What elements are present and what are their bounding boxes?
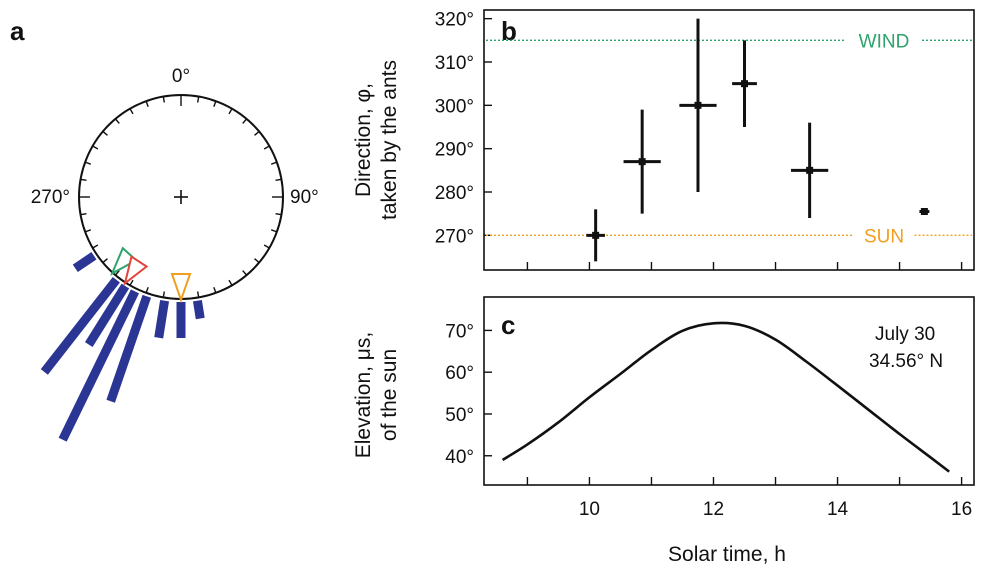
- polar-tick-20: [213, 100, 217, 108]
- point-4: [806, 166, 814, 174]
- polar-tick-280: [80, 178, 87, 182]
- polar-tick-220: [114, 270, 120, 276]
- polar-bar-1: [40, 276, 120, 375]
- polar-bar-3: [58, 289, 140, 442]
- polar-tick-120: [263, 244, 270, 249]
- b-ytick-label-310: 310°: [435, 53, 474, 74]
- polar-tick-40: [242, 118, 248, 124]
- polar-tick-30: [228, 108, 233, 115]
- b-ytick-label-290: 290°: [435, 140, 474, 161]
- polar-tick-marks: [79, 95, 283, 299]
- panel-c-ylabel-line-1: Elevation, μs,: [352, 332, 375, 459]
- polar-bar-7: [192, 300, 205, 320]
- polar-tick-60: [263, 145, 270, 150]
- polar-tick-100: [275, 212, 282, 216]
- polar-tick-290: [84, 161, 92, 165]
- polar-tick-160: [213, 286, 217, 294]
- polar-tick-340: [145, 100, 149, 108]
- point-2: [694, 101, 702, 109]
- panel-b-letter: b: [501, 16, 517, 46]
- c-xtick-label-10: 10: [579, 499, 600, 520]
- polar-tick-130: [254, 258, 260, 264]
- polar-tick-190: [162, 291, 166, 298]
- b-ytick-label-280: 280°: [435, 183, 474, 204]
- panel-c-ylabel-line-2: of the sun: [378, 349, 401, 441]
- polar-tick-330: [129, 108, 134, 115]
- point-5: [920, 208, 928, 215]
- polar-tick-10: [196, 96, 200, 103]
- polar-marker-sun: [170, 273, 192, 304]
- b-ytick-label-320: 320°: [435, 10, 474, 31]
- polar-tick-260: [80, 212, 87, 216]
- polar-bar-4: [106, 294, 152, 403]
- polar-tick-230: [102, 258, 108, 264]
- panel-b-frame: [483, 9, 975, 271]
- polar-tick-300: [92, 145, 99, 150]
- polar-marker-wind: [110, 246, 138, 276]
- panel-b-ylabel-line-1: Direction, φ,: [352, 83, 375, 197]
- sun-elevation-curve: [501, 321, 950, 473]
- panel-c-line-chart: c Elevation, μs, of the sun 40° 50° 60° 70°…: [352, 296, 975, 520]
- polar-bar-0: [72, 251, 97, 273]
- b-ytick-label-270: 270°: [435, 226, 474, 247]
- panel-b-reference-lines: WIND SUN: [486, 31, 972, 247]
- panel-c-letter: c: [501, 310, 515, 340]
- angle-label-270: 270°: [31, 187, 70, 208]
- angle-label-90: 90°: [290, 187, 319, 208]
- polar-marker-ants: [123, 255, 149, 286]
- polar-center-cross: [174, 190, 188, 204]
- polar-bar-5: [154, 300, 170, 339]
- refline-label-wind: WIND: [859, 31, 910, 52]
- date-annotation: July 30: [875, 324, 935, 345]
- c-xtick-label-16: 16: [951, 499, 972, 520]
- shared-x-axis-title: Solar time, h: [668, 543, 786, 566]
- point-3: [741, 80, 749, 88]
- polar-tick-50: [254, 130, 260, 136]
- panel-c-xticks: 10 12 14 16: [526, 477, 972, 520]
- panel-a-polar-chart: a 0° 90° 270°: [10, 16, 319, 442]
- refline-label-sun: SUN: [864, 226, 904, 247]
- polar-tick-170: [196, 291, 200, 298]
- panel-b-ylabel-line-2: taken by the ants: [378, 60, 401, 220]
- polar-tick-150: [228, 279, 233, 286]
- panel-b-points: [586, 18, 930, 262]
- point-0: [592, 231, 600, 239]
- b-ytick-label-300: 300°: [435, 96, 474, 117]
- polar-markers: [110, 246, 192, 304]
- c-ytick-label-60: 60°: [445, 363, 474, 384]
- polar-tick-80: [275, 178, 282, 182]
- polar-tick-210: [129, 279, 134, 286]
- c-xtick-label-14: 14: [827, 499, 849, 520]
- c-ytick-label-50: 50°: [445, 405, 474, 426]
- polar-tick-110: [270, 229, 278, 233]
- panel-a-letter: a: [10, 16, 25, 46]
- polar-tick-350: [162, 96, 166, 103]
- angle-label-0: 0°: [172, 66, 190, 87]
- polar-bar-2: [84, 283, 130, 347]
- c-xtick-label-12: 12: [703, 499, 724, 520]
- polar-tick-140: [242, 270, 248, 276]
- polar-tick-70: [270, 161, 278, 165]
- panel-c-frame: [483, 296, 975, 486]
- polar-tick-250: [84, 229, 92, 233]
- c-ytick-label-40: 40°: [445, 447, 474, 468]
- latitude-annotation: 34.56° N: [869, 351, 943, 372]
- point-1: [638, 158, 646, 166]
- polar-bars: [40, 251, 205, 442]
- polar-tick-200: [145, 286, 149, 294]
- polar-tick-310: [102, 130, 108, 136]
- panel-b-yticks: 270° 280° 290° 300° 310° 320°: [435, 10, 492, 247]
- polar-tick-320: [114, 118, 120, 124]
- c-ytick-label-70: 70°: [445, 321, 474, 342]
- panel-b-xticks: [526, 262, 963, 270]
- panel-c-yticks: 40° 50° 60° 70°: [445, 321, 492, 468]
- panel-b-scatter-chart: b Direction, φ, taken by the ants 270° 28…: [352, 9, 975, 271]
- polar-tick-240: [92, 244, 99, 249]
